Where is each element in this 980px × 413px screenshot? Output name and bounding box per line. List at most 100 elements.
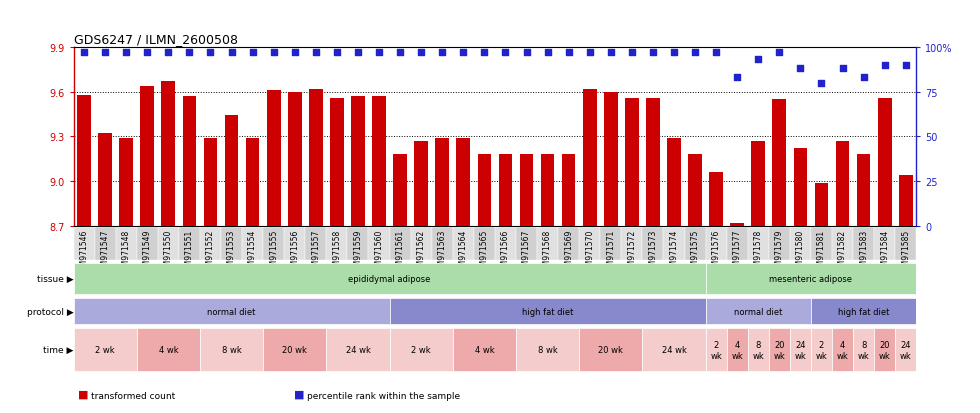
Point <box>603 50 618 56</box>
Bar <box>663 228 685 261</box>
Text: 20 wk: 20 wk <box>282 346 307 354</box>
Bar <box>769 228 790 261</box>
Bar <box>516 329 579 371</box>
Bar <box>432 228 453 261</box>
Bar <box>74 299 390 324</box>
Bar <box>435 139 449 227</box>
Bar <box>74 329 137 371</box>
Bar <box>263 329 326 371</box>
Point <box>308 50 323 56</box>
Text: 24
wk: 24 wk <box>795 340 807 360</box>
Point <box>835 66 851 72</box>
Bar <box>896 228 916 261</box>
Bar <box>368 228 390 261</box>
Point <box>76 50 92 56</box>
Bar <box>688 155 702 227</box>
Bar <box>541 155 555 227</box>
Text: GSM971576: GSM971576 <box>711 229 720 275</box>
Bar <box>667 139 681 227</box>
Text: 24 wk: 24 wk <box>346 346 370 354</box>
Text: high fat diet: high fat diet <box>522 307 573 316</box>
Text: protocol ▶: protocol ▶ <box>26 307 74 316</box>
Text: 8 wk: 8 wk <box>221 346 241 354</box>
Bar <box>330 98 344 227</box>
Bar <box>874 329 896 371</box>
Bar <box>178 228 200 261</box>
Point <box>771 50 787 56</box>
Text: 2 wk: 2 wk <box>412 346 431 354</box>
Bar <box>790 329 811 371</box>
Point <box>203 50 219 56</box>
Text: epididymal adipose: epididymal adipose <box>348 275 431 283</box>
Bar <box>284 228 306 261</box>
Point <box>119 50 134 56</box>
Bar <box>390 299 706 324</box>
Text: GSM971550: GSM971550 <box>164 229 172 275</box>
Bar <box>306 228 326 261</box>
Bar <box>116 228 137 261</box>
Bar <box>326 228 348 261</box>
Bar <box>811 299 916 324</box>
Point <box>813 80 829 87</box>
Bar <box>140 86 154 227</box>
Text: 8
wk: 8 wk <box>858 340 869 360</box>
Point <box>181 50 197 56</box>
Bar <box>710 173 723 227</box>
Bar <box>752 142 765 227</box>
Text: ■: ■ <box>294 389 305 399</box>
Point <box>561 50 576 56</box>
Text: 2
wk: 2 wk <box>710 340 722 360</box>
Bar <box>814 183 828 227</box>
Bar <box>309 89 322 227</box>
Point <box>645 50 661 56</box>
Text: GSM971583: GSM971583 <box>859 229 868 275</box>
Text: GSM971546: GSM971546 <box>79 229 88 275</box>
Text: 20
wk: 20 wk <box>879 340 891 360</box>
Point <box>456 50 471 56</box>
Text: time ▶: time ▶ <box>43 346 74 354</box>
Bar <box>242 228 263 261</box>
Bar <box>625 98 639 227</box>
Text: 4
wk: 4 wk <box>731 340 743 360</box>
Text: percentile rank within the sample: percentile rank within the sample <box>307 391 460 400</box>
Point <box>898 62 913 69</box>
Point <box>434 50 450 56</box>
Bar <box>120 139 133 227</box>
Bar <box>583 89 597 227</box>
Text: GSM971573: GSM971573 <box>649 229 658 275</box>
Bar <box>351 97 365 227</box>
Point <box>540 50 556 56</box>
Bar <box>854 228 874 261</box>
Point <box>877 62 893 69</box>
Bar <box>390 329 453 371</box>
Text: 4 wk: 4 wk <box>159 346 178 354</box>
Bar <box>348 228 368 261</box>
Bar <box>326 329 390 371</box>
Bar <box>182 97 196 227</box>
Point <box>392 50 408 56</box>
Text: 24 wk: 24 wk <box>662 346 686 354</box>
Bar <box>562 155 575 227</box>
Bar <box>790 228 811 261</box>
Bar <box>874 228 896 261</box>
Text: GSM971557: GSM971557 <box>312 229 320 275</box>
Text: GSM971563: GSM971563 <box>438 229 447 275</box>
Text: GSM971574: GSM971574 <box>669 229 678 275</box>
Bar <box>74 263 706 295</box>
Text: 2
wk: 2 wk <box>815 340 827 360</box>
Bar <box>477 155 491 227</box>
Point <box>709 50 724 56</box>
Text: GSM971569: GSM971569 <box>564 229 573 275</box>
Text: 8
wk: 8 wk <box>753 340 764 360</box>
Point <box>582 50 598 56</box>
Text: GSM971555: GSM971555 <box>270 229 278 275</box>
Point <box>161 50 176 56</box>
Bar <box>794 149 808 227</box>
Bar <box>162 82 175 227</box>
Bar <box>74 228 94 261</box>
Bar <box>495 228 516 261</box>
Text: GSM971564: GSM971564 <box>459 229 467 275</box>
Text: GSM971579: GSM971579 <box>775 229 784 275</box>
Bar <box>136 329 200 371</box>
Bar <box>727 329 748 371</box>
